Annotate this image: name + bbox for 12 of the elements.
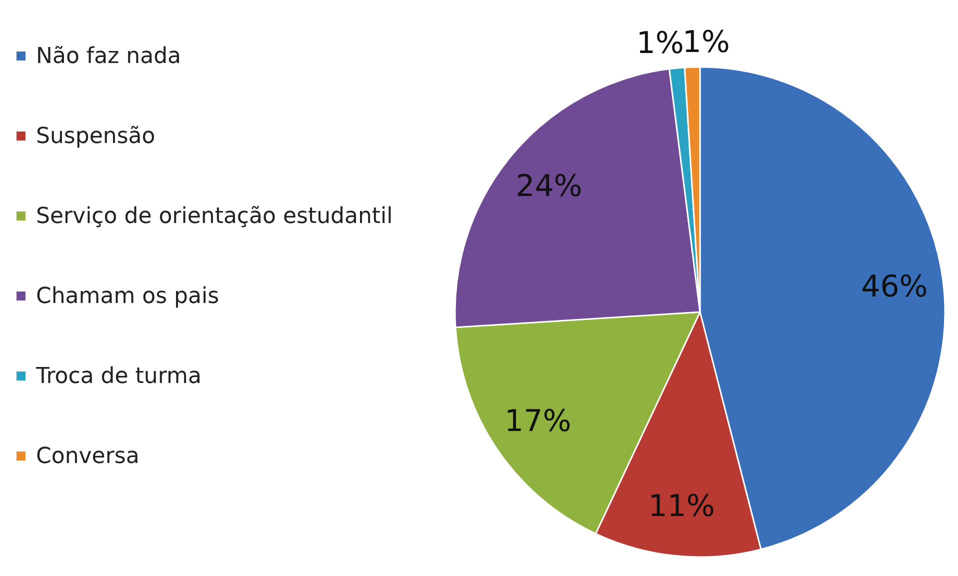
data-label: 11% — [648, 489, 715, 524]
legend-label: Troca de turma — [35, 364, 202, 389]
legend-label: Não faz nada — [36, 44, 182, 69]
legend-label: Serviço de orientação estudantil — [36, 204, 393, 229]
legend-label: Chamam os pais — [36, 284, 220, 309]
legend-label: Suspensão — [36, 124, 156, 149]
legend-label: Conversa — [36, 444, 140, 469]
data-label: 1% — [682, 25, 730, 60]
data-label: 46% — [861, 269, 928, 304]
data-label: 1% — [636, 26, 684, 62]
data-label: 24% — [516, 169, 582, 204]
data-label: 17% — [504, 404, 572, 440]
